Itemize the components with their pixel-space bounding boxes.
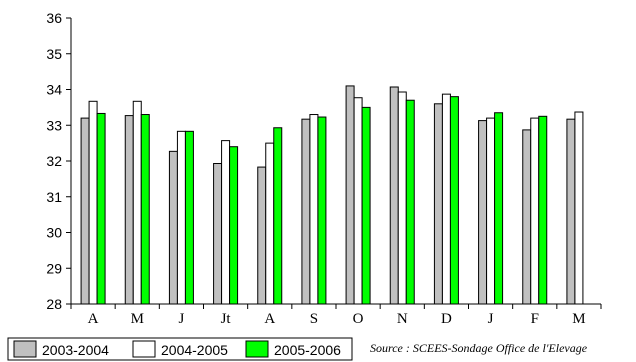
bar-2005-2006-M-1 xyxy=(140,114,150,305)
bar-2005-2006-J-9 xyxy=(494,112,504,305)
bar-2004-2005-O-6 xyxy=(353,97,363,305)
bar-2005-2006-A-0 xyxy=(96,112,106,305)
x-tick-label: A xyxy=(88,311,99,327)
bar-2003-2004-M-11 xyxy=(566,118,576,305)
bar-2003-2004-N-7 xyxy=(389,86,399,305)
x-tick-label: Jt xyxy=(221,311,232,327)
bar-2005-2006-F-10 xyxy=(538,115,548,305)
bar-2005-2006-A-4 xyxy=(273,127,283,305)
bar-2003-2004-Jt-3 xyxy=(213,163,223,305)
x-tick-label: S xyxy=(310,311,318,327)
legend-swatch-2005-2006 xyxy=(245,340,269,358)
y-tick-label: 33 xyxy=(46,117,62,133)
legend-label-2004-2005: 2004-2005 xyxy=(161,342,228,358)
plot-area: 28 29 30 31 32 33 34 35 36 A M J Jt A S O N D J F M xyxy=(46,10,602,327)
bar-2004-2005-J-2 xyxy=(176,130,186,305)
x-tick-label: A xyxy=(264,311,275,327)
y-tick-label: 30 xyxy=(46,225,62,241)
bar-2004-2005-M-11 xyxy=(574,111,584,305)
y-tick-label: 29 xyxy=(46,260,62,276)
bar-2003-2004-J-9 xyxy=(478,120,488,305)
legend-label-2003-2004: 2003-2004 xyxy=(42,342,109,358)
x-tick-label: F xyxy=(531,311,539,327)
bar-2005-2006-D-8 xyxy=(449,96,459,305)
bar-2004-2005-A-0 xyxy=(88,100,98,305)
bar-2003-2004-O-6 xyxy=(345,85,355,305)
y-tick-label: 28 xyxy=(46,296,62,312)
bar-2005-2006-J-2 xyxy=(184,130,194,305)
legend-swatch-2003-2004 xyxy=(13,340,37,358)
bar-2004-2005-F-10 xyxy=(530,117,540,305)
bar-2005-2006-S-5 xyxy=(317,116,327,305)
x-tick-label: N xyxy=(397,311,408,327)
bar-2003-2004-A-4 xyxy=(257,166,267,305)
bar-2003-2004-D-8 xyxy=(433,103,443,305)
x-tick-label: M xyxy=(572,311,585,327)
x-tick-label: J xyxy=(488,311,494,327)
legend-swatch-2004-2005 xyxy=(132,340,156,358)
bar-2003-2004-A-0 xyxy=(80,117,90,305)
x-tick-label: D xyxy=(441,311,452,327)
bar-2004-2005-A-4 xyxy=(265,142,275,305)
bar-2005-2006-Jt-3 xyxy=(229,146,239,305)
x-tick-label: O xyxy=(353,311,364,327)
bar-2003-2004-J-2 xyxy=(168,150,178,305)
y-tick-label: 34 xyxy=(46,82,62,98)
x-tick-label: M xyxy=(131,311,144,327)
bar-2004-2005-Jt-3 xyxy=(221,140,231,305)
bar-2004-2005-J-9 xyxy=(486,117,496,305)
bar-2003-2004-S-5 xyxy=(301,118,311,305)
bar-2004-2005-M-1 xyxy=(132,100,142,305)
y-tick-label: 36 xyxy=(46,10,62,26)
bar-2004-2005-S-5 xyxy=(309,114,319,305)
x-tick-label: J xyxy=(178,311,184,327)
source-annotation: Source : SCEES-Sondage Office de l'Eleva… xyxy=(370,341,588,355)
y-tick-label: 31 xyxy=(46,189,62,205)
bar-2003-2004-M-1 xyxy=(124,115,134,305)
bar-2004-2005-N-7 xyxy=(397,91,407,305)
y-tick-label: 35 xyxy=(46,46,62,62)
bar-2004-2005-D-8 xyxy=(441,93,451,305)
legend-label-2005-2006: 2005-2006 xyxy=(274,342,341,358)
legend: 2003-2004 2004-2005 2005-2006 xyxy=(7,337,353,361)
bar-2005-2006-O-6 xyxy=(361,106,371,305)
bar-2005-2006-N-7 xyxy=(405,99,415,305)
bar-2003-2004-F-10 xyxy=(522,129,532,305)
y-tick-label: 32 xyxy=(46,153,62,169)
